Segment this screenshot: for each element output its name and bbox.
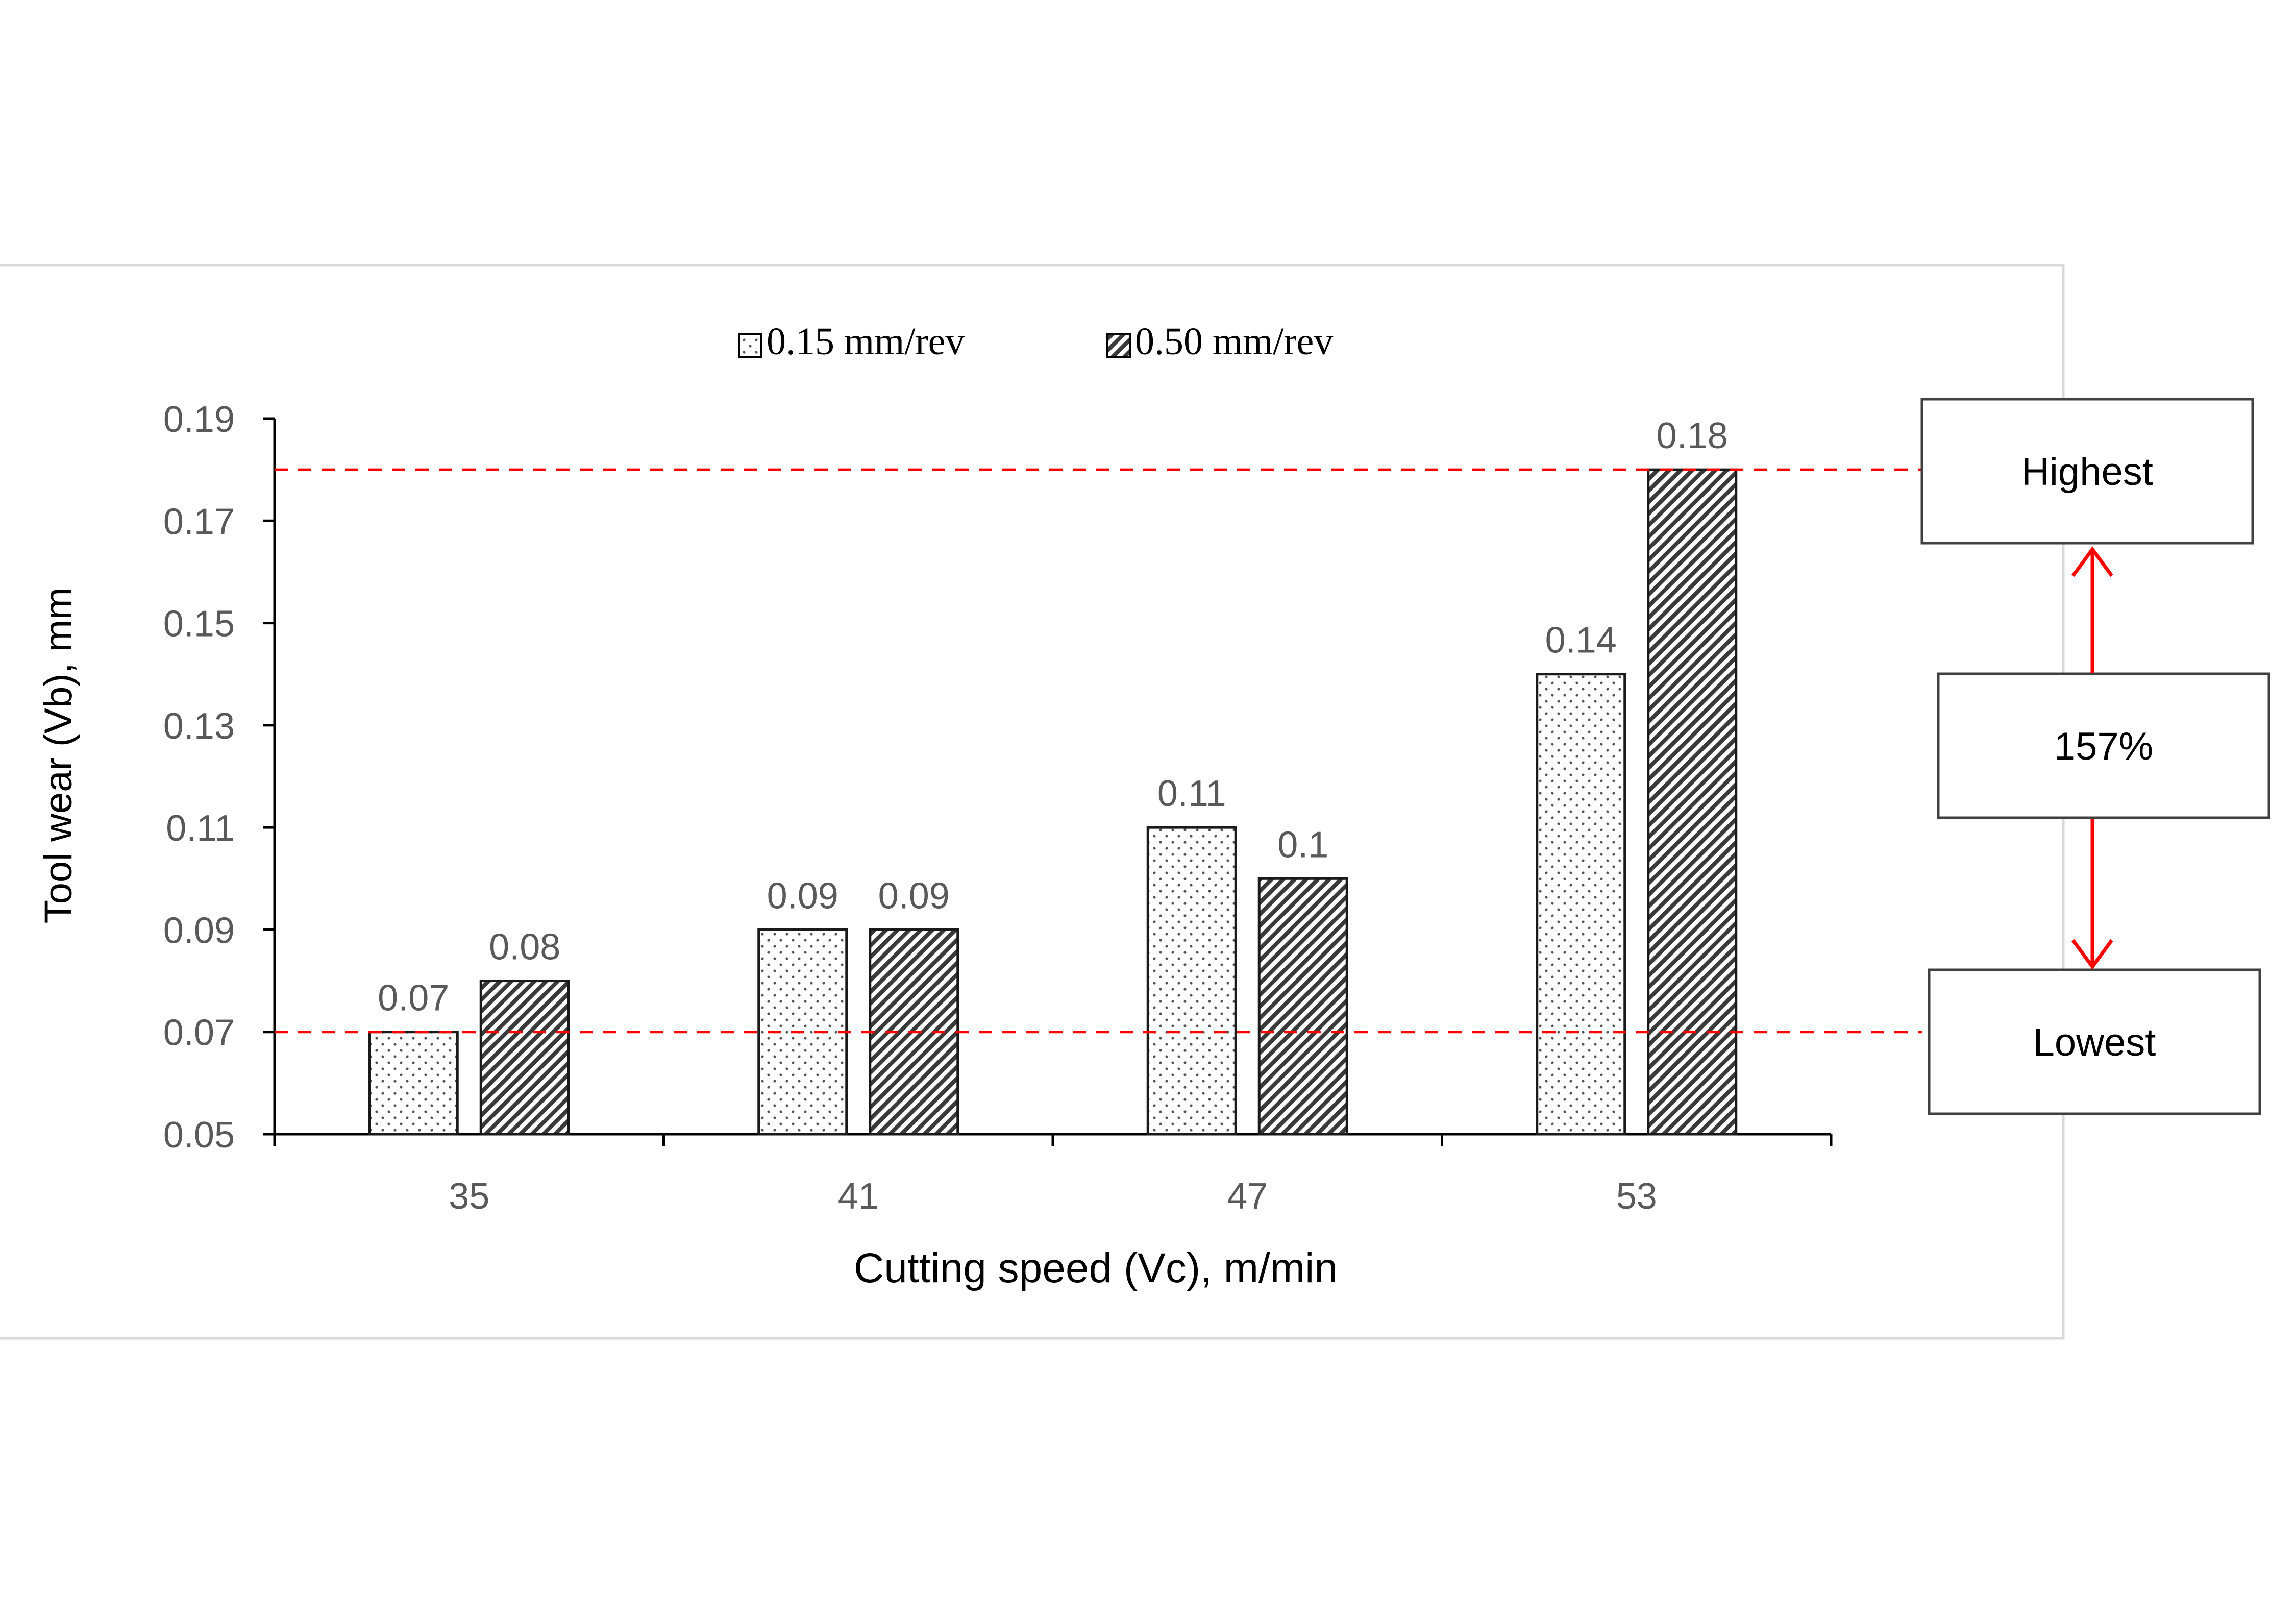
bar-series1	[479, 980, 570, 1136]
y-axis-title: Tool wear (Vb), mm	[37, 588, 80, 924]
y-tick-label: 0.13	[163, 706, 235, 747]
legend-swatch-0	[738, 333, 762, 358]
y-tick-label: 0.11	[166, 808, 235, 849]
data-label: 0.14	[1545, 620, 1617, 661]
y-tick-label: 0.09	[163, 910, 235, 951]
x-tick-label: 53	[1616, 1176, 1657, 1217]
highest-label: Highest	[2021, 450, 2153, 494]
difference-label: 157%	[2054, 725, 2153, 768]
highest-box	[1920, 398, 2254, 545]
bar-series0	[1536, 673, 1626, 1136]
y-tick-label: 0.19	[163, 399, 235, 440]
up-arrow-head	[2071, 546, 2113, 577]
legend-label-0: 0.15 mm/rev	[767, 320, 965, 363]
y-tick-label: 0.05	[163, 1115, 235, 1156]
bar-series1	[1647, 468, 1738, 1136]
x-tick-label: 47	[1227, 1176, 1268, 1217]
data-label: 0.11	[1157, 773, 1226, 814]
y-tick-label: 0.07	[163, 1013, 235, 1054]
lowest-label: Lowest	[2033, 1021, 2156, 1064]
y-ticks: 0.05 0.07 0.09 0.11 0.13 0.15 0.17 0.19	[163, 399, 275, 1156]
bar-series0	[1146, 826, 1237, 1136]
data-label: 0.09	[767, 875, 838, 916]
y-tick-label: 0.17	[163, 501, 235, 542]
annotation-arrows	[2071, 546, 2113, 970]
x-ticks: 35 41 47 53	[273, 1134, 1833, 1217]
annotation-highest: Highest	[1920, 398, 2254, 545]
data-label: 0.18	[1657, 415, 1728, 456]
chart-frame	[0, 264, 2065, 1340]
data-label: 0.09	[878, 875, 950, 916]
bar-series1	[1257, 877, 1348, 1136]
legend-item-0: 0.15 mm/rev	[738, 320, 965, 363]
x-tick-label: 41	[838, 1176, 879, 1217]
annotation-lowest: Lowest	[1928, 968, 2261, 1115]
down-arrow-head	[2071, 939, 2113, 970]
x-tick-label: 35	[449, 1176, 489, 1217]
legend-swatch-1	[1106, 333, 1131, 358]
legend: 0.15 mm/rev 0.50 mm/rev	[738, 320, 1333, 363]
data-label: 0.1	[1277, 824, 1328, 865]
legend-label-1: 0.50 mm/rev	[1135, 320, 1333, 363]
data-label: 0.07	[378, 978, 449, 1019]
data-label: 0.08	[489, 927, 560, 968]
reference-lines	[275, 468, 1922, 1034]
y-tick-label: 0.15	[163, 604, 235, 645]
difference-box	[1937, 672, 2270, 819]
lowest-box	[1928, 968, 2261, 1115]
bar-series0	[368, 1031, 459, 1136]
x-axis-title: Cutting speed (Vc), m/min	[854, 1245, 1338, 1291]
legend-item-1: 0.50 mm/rev	[1106, 320, 1333, 363]
annotation-difference: 157%	[1937, 672, 2270, 819]
